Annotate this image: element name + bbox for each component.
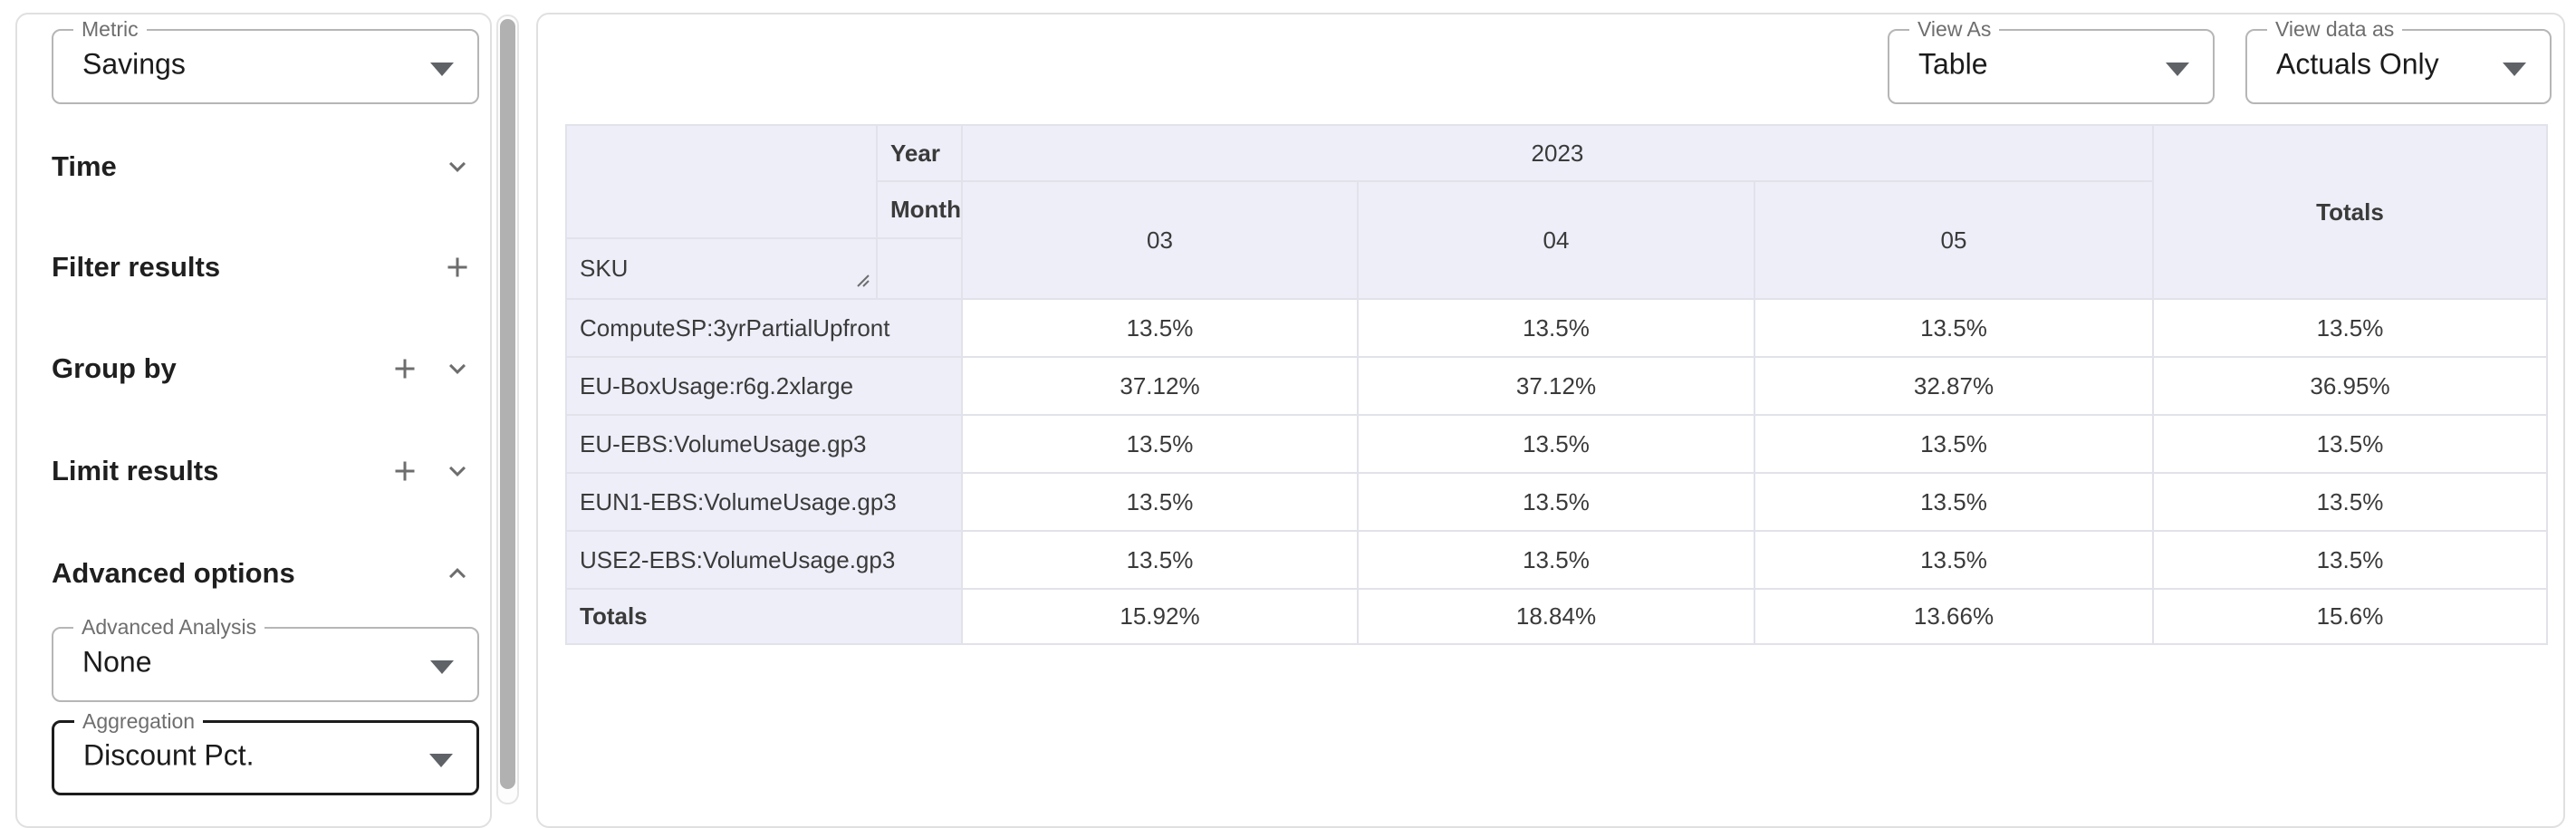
total-value-cell: 18.84% (1356, 588, 1755, 645)
query-sidebar: Metric Savings Time Filter results Group… (15, 13, 492, 828)
year-value-cell: 2023 (960, 124, 2154, 182)
value-cell: 13.5% (1753, 414, 2154, 474)
totals-row-label: Totals (565, 588, 963, 645)
value-cell: 13.5% (2151, 298, 2548, 358)
value-cell: 13.5% (960, 414, 1359, 474)
table-row: USE2-EBS:VolumeUsage.gp3 13.5% 13.5% 13.… (565, 530, 2548, 590)
dropdown-arrow-icon (430, 62, 454, 76)
month-label-cell: Month (876, 180, 963, 239)
chevron-down-icon[interactable] (437, 451, 477, 491)
month-header-row: Month 03 04 05 (566, 180, 2547, 300)
sku-cell: EU-EBS:VolumeUsage.gp3 (565, 414, 963, 474)
total-value-cell: 13.66% (1753, 588, 2154, 645)
table-row: EU-BoxUsage:r6g.2xlarge 37.12% 37.12% 32… (565, 356, 2548, 416)
view-as-label: View As (1909, 17, 2000, 42)
total-value-cell: 15.6% (2151, 588, 2548, 645)
metric-select-label: Metric (73, 17, 147, 42)
value-cell: 13.5% (1753, 298, 2154, 358)
value-cell: 36.95% (2151, 356, 2548, 416)
sku-header-cell: SKU (565, 237, 878, 300)
view-data-as-select[interactable]: View data as Actuals Only (2245, 17, 2552, 104)
month-cell: 04 (1356, 180, 1755, 300)
dropdown-arrow-icon (2166, 62, 2189, 76)
value-cell: 37.12% (1356, 356, 1755, 416)
empty-header-cell (876, 237, 963, 300)
value-cell: 13.5% (960, 472, 1359, 532)
metric-select[interactable]: Metric Savings (52, 17, 479, 104)
total-value-cell: 15.92% (960, 588, 1359, 645)
advanced-analysis-label: Advanced Analysis (73, 615, 265, 640)
totals-column-header: Totals (2151, 124, 2548, 300)
value-cell: 13.5% (1356, 298, 1755, 358)
add-group-button[interactable] (385, 349, 425, 389)
chevron-down-icon[interactable] (437, 147, 477, 187)
value-cell: 13.5% (2151, 530, 2548, 590)
section-filter-results-label: Filter results (52, 251, 221, 283)
chevron-up-icon[interactable] (437, 554, 477, 593)
corner-cell (565, 124, 878, 239)
advanced-analysis-value: None (82, 645, 152, 679)
sku-cell: ComputeSP:3yrPartialUpfront (565, 298, 963, 358)
section-advanced-options-label: Advanced options (52, 557, 295, 589)
value-cell: 13.5% (1753, 530, 2154, 590)
aggregation-select[interactable]: Aggregation Discount Pct. (52, 709, 479, 795)
year-label-cell: Year (876, 124, 963, 182)
sku-cell: EU-BoxUsage:r6g.2xlarge (565, 356, 963, 416)
year-header-row: Year 2023 Totals (565, 124, 2548, 300)
section-limit-results[interactable]: Limit results (52, 443, 477, 499)
sku-cell: EUN1-EBS:VolumeUsage.gp3 (565, 472, 963, 532)
metric-select-value: Savings (82, 47, 186, 81)
value-cell: 37.12% (960, 356, 1359, 416)
table-row: ComputeSP:3yrPartialUpfront 13.5% 13.5% … (565, 298, 2548, 358)
aggregation-label: Aggregation (74, 709, 204, 734)
value-cell: 13.5% (1356, 530, 1755, 590)
value-cell: 13.5% (1356, 414, 1755, 474)
sku-cell: USE2-EBS:VolumeUsage.gp3 (565, 530, 963, 590)
section-group-by[interactable]: Group by (52, 341, 477, 397)
report-panel: View As Table View data as Actuals Only … (536, 13, 2565, 828)
section-limit-results-label: Limit results (52, 455, 219, 486)
chevron-down-icon[interactable] (437, 349, 477, 389)
value-cell: 32.87% (1753, 356, 2154, 416)
section-group-by-label: Group by (52, 352, 177, 384)
dropdown-arrow-icon (2503, 62, 2526, 76)
month-cell: 05 (1753, 180, 2154, 300)
sku-header-row: SKU (565, 237, 2547, 300)
dropdown-arrow-icon (430, 660, 454, 674)
section-filter-results[interactable]: Filter results (52, 239, 477, 295)
add-limit-button[interactable] (385, 451, 425, 491)
add-filter-button[interactable] (437, 247, 477, 287)
value-cell: 13.5% (1753, 472, 2154, 532)
section-advanced-options[interactable]: Advanced options (52, 545, 477, 602)
sidebar-scrollbar-track[interactable] (496, 14, 519, 804)
table-row: EUN1-EBS:VolumeUsage.gp3 13.5% 13.5% 13.… (565, 472, 2548, 532)
sku-header-label: SKU (580, 255, 629, 282)
aggregation-value: Discount Pct. (83, 738, 255, 772)
table-row: EU-EBS:VolumeUsage.gp3 13.5% 13.5% 13.5%… (565, 414, 2548, 474)
sidebar-scrollbar-thumb[interactable] (500, 19, 515, 789)
value-cell: 13.5% (1356, 472, 1755, 532)
savings-pivot-table: Year 2023 Totals Month 03 04 05 SKU Comp… (565, 124, 2548, 645)
view-data-as-label: View data as (2267, 17, 2403, 42)
value-cell: 13.5% (2151, 472, 2548, 532)
value-cell: 13.5% (960, 298, 1359, 358)
totals-row: Totals 15.92% 18.84% 13.66% 15.6% (565, 588, 2548, 645)
advanced-analysis-select[interactable]: Advanced Analysis None (52, 615, 479, 702)
dropdown-arrow-icon (429, 753, 453, 767)
column-resize-handle-icon[interactable] (851, 266, 870, 294)
view-as-select[interactable]: View As Table (1888, 17, 2215, 104)
month-cell: 03 (960, 180, 1359, 300)
section-time[interactable]: Time (52, 139, 477, 195)
value-cell: 13.5% (960, 530, 1359, 590)
view-data-as-value: Actuals Only (2276, 47, 2439, 81)
section-time-label: Time (52, 150, 117, 182)
view-as-value: Table (1918, 47, 1988, 81)
value-cell: 13.5% (2151, 414, 2548, 474)
